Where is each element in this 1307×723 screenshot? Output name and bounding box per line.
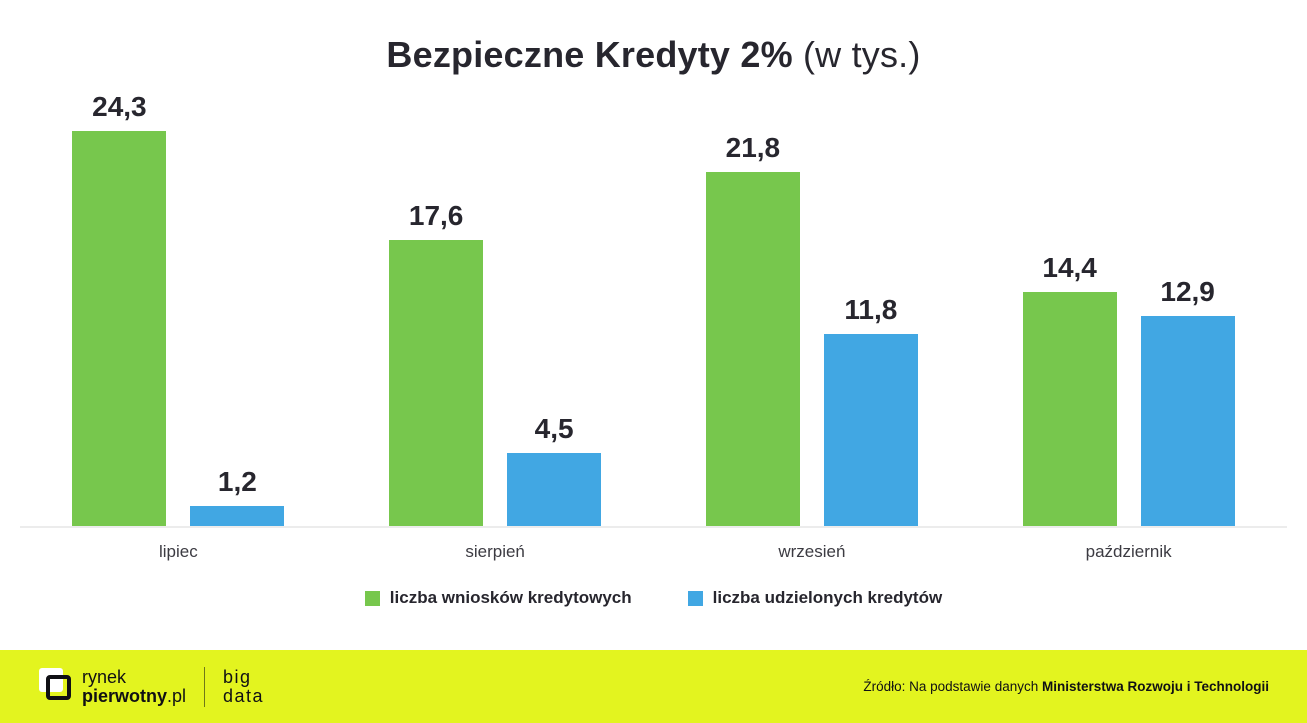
legend-label-wnioski: liczba wniosków kredytowych: [389, 588, 632, 607]
logo-line2: pierwotny.pl: [82, 685, 187, 706]
bigdata-line1: big: [223, 666, 252, 687]
rynekpierwotny-logo-text: rynek pierwotny.pl: [82, 666, 187, 706]
source-bold: Ministerstwa Rozwoju i Technologii: [1041, 679, 1269, 694]
bar-column-udzielone-październik: 12,9: [1140, 276, 1235, 526]
bar-value-label-wnioski-wrzesień: 21,8: [725, 132, 781, 163]
bar-column-udzielone-lipiec: 1,2: [190, 466, 285, 526]
bigdata-line2: data: [223, 685, 265, 706]
bar-udzielone-październik: [1140, 316, 1235, 526]
x-axis-labels: lipiec sierpień wrzesień październik: [20, 528, 1287, 562]
rynekpierwotny-logo-icon: [38, 667, 72, 706]
bar-column-wnioski-październik: 14,4: [1022, 252, 1117, 526]
chart-legend: liczba wniosków kredytowych liczba udziel…: [0, 588, 1307, 608]
bar-value-label-wnioski-sierpień: 17,6: [408, 200, 464, 231]
bar-value-label-udzielone-lipiec: 1,2: [217, 466, 257, 497]
legend-item-udzielone: liczba udzielonych kredytów: [687, 588, 943, 608]
x-axis-label-październik: październik: [1085, 542, 1172, 561]
rynekpierwotny-logo: rynek pierwotny.pl: [38, 667, 186, 706]
bar-udzielone-lipiec: [190, 506, 285, 526]
source-prefix: Źródło: Na podstawie danych: [863, 679, 1042, 694]
bar-column-udzielone-sierpień: 4,5: [507, 413, 602, 526]
bar-value-label-udzielone-październik: 12,9: [1160, 276, 1215, 307]
logo-line1: rynek: [82, 666, 127, 687]
bar-wnioski-sierpień: [389, 240, 484, 526]
bar-value-label-wnioski-lipiec: 24,3: [92, 91, 147, 122]
x-axis-label-wrzesień: wrzesień: [778, 542, 846, 561]
bar-value-label-udzielone-sierpień: 4,5: [534, 413, 574, 444]
bar-column-wnioski-lipiec: 24,3: [72, 91, 167, 526]
x-axis-label-lipiec: lipiec: [159, 542, 198, 561]
chart-title-main: Bezpieczne Kredyty 2%: [386, 34, 793, 75]
bar-wnioski-październik: [1022, 292, 1117, 526]
bar-wnioski-wrzesień: [705, 172, 800, 526]
legend-label-udzielone: liczba udzielonych kredytów: [712, 588, 943, 607]
bar-group-lipiec: 24,3 1,2: [20, 91, 337, 526]
legend-item-wnioski: liczba wniosków kredytowych: [364, 588, 632, 608]
bar-chart-plot-area: 24,3 1,2 17,6 4,5 21,8 11,8 14,4 12,9: [20, 80, 1287, 528]
bigdata-logo-text: big data: [223, 666, 265, 706]
footer-bar: rynek pierwotny.pl big data Źródło: Na p…: [0, 650, 1307, 723]
bar-udzielone-sierpień: [507, 453, 602, 526]
bar-wnioski-lipiec: [72, 131, 167, 526]
bar-value-label-udzielone-wrzesień: 11,8: [844, 294, 898, 325]
footer-branding: rynek pierwotny.pl big data: [38, 666, 265, 707]
bar-value-label-wnioski-październik: 14,4: [1042, 252, 1097, 283]
bar-column-udzielone-wrzesień: 11,8: [823, 294, 918, 526]
bar-group-wrzesień: 21,8 11,8: [654, 132, 971, 526]
bar-udzielone-wrzesień: [823, 334, 918, 526]
x-axis-label-sierpień: sierpień: [465, 542, 525, 561]
legend-swatch-udzielone: [687, 590, 703, 606]
bar-group-październik: 14,4 12,9: [970, 252, 1287, 526]
bar-column-wnioski-sierpień: 17,6: [389, 200, 484, 526]
footer-divider: [204, 666, 206, 707]
legend-swatch-wnioski: [364, 590, 380, 606]
chart-title-suffix: (w tys.): [792, 34, 921, 75]
bar-group-sierpień: 17,6 4,5: [337, 200, 654, 526]
chart-title: Bezpieczne Kredyty 2% (w tys.): [0, 0, 1307, 76]
source-note: Źródło: Na podstawie danych Ministerstwa…: [863, 679, 1269, 694]
bar-column-wnioski-wrzesień: 21,8: [705, 132, 800, 526]
